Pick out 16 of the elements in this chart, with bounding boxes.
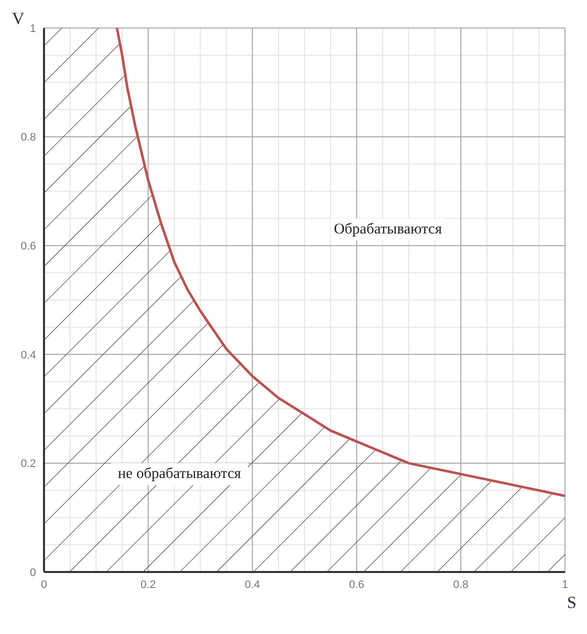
x-tick-label: 0.4 [244,578,260,591]
y-tick-label: 0 [30,566,36,579]
x-tick-label: 0.6 [348,578,364,591]
y-tick-label: 0.6 [20,240,36,253]
x-tick-label: 0.8 [453,578,468,591]
y-tick-label: 0.8 [20,132,36,144]
x-axis-title: S [567,593,576,612]
annotation: Обрабатываются [334,221,442,238]
y-tick-label: 1 [30,22,36,35]
x-tick-label: 0.2 [140,578,156,591]
y-axis-title: V [12,9,25,28]
x-tick-label: 1 [562,578,568,591]
x-tick-label: 0 [40,578,48,591]
annotation: не обрабатываются [118,466,242,482]
y-tick-label: 0.2 [20,458,36,470]
y-tick-label: 0.4 [20,349,36,362]
